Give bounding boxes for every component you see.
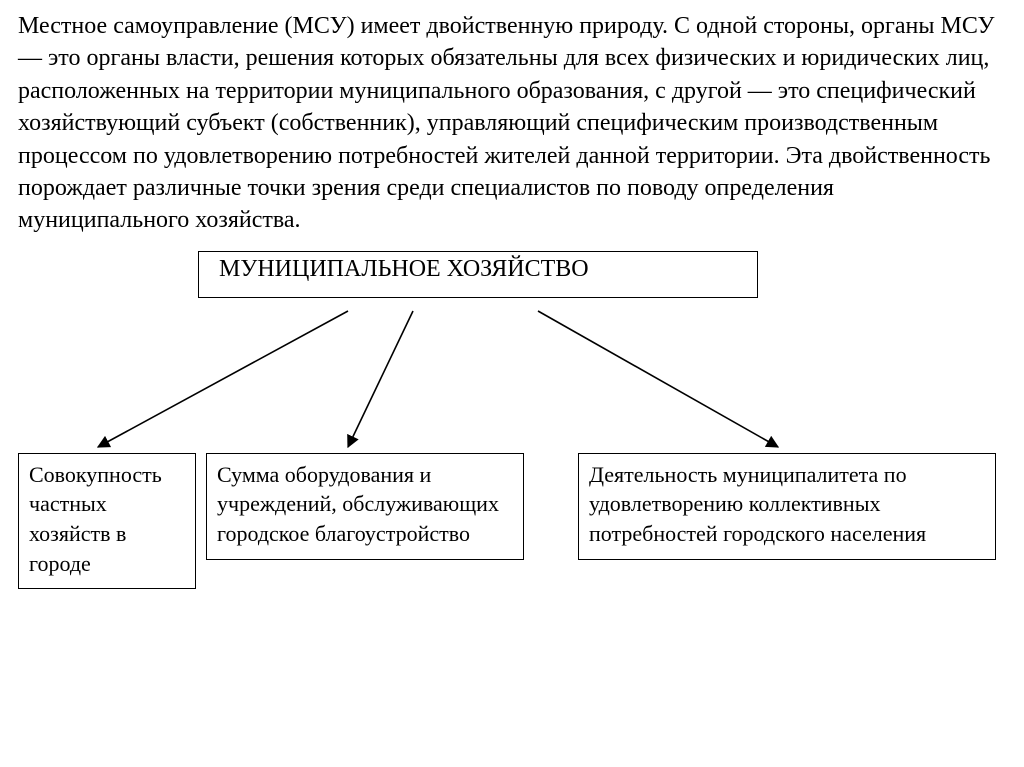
child-node-1: Совокупность частных хозяйств в городе xyxy=(18,453,196,590)
arrow-to-child-3 xyxy=(538,311,778,447)
arrow-to-child-2 xyxy=(348,311,413,447)
page: Местное самоуправление (МСУ) имеет двойс… xyxy=(0,0,1024,603)
child-node-3: Деятельность муниципалитета по удовлетво… xyxy=(578,453,996,560)
intro-paragraph: Местное самоуправление (МСУ) имеет двойс… xyxy=(18,10,1006,237)
arrow-to-child-1 xyxy=(98,311,348,447)
diagram-tree: МУНИЦИПАЛЬНОЕ ХОЗЯЙСТВО Совокупность час… xyxy=(18,243,1006,603)
child-node-2: Сумма оборудования и учреждений, обслужи… xyxy=(206,453,524,560)
